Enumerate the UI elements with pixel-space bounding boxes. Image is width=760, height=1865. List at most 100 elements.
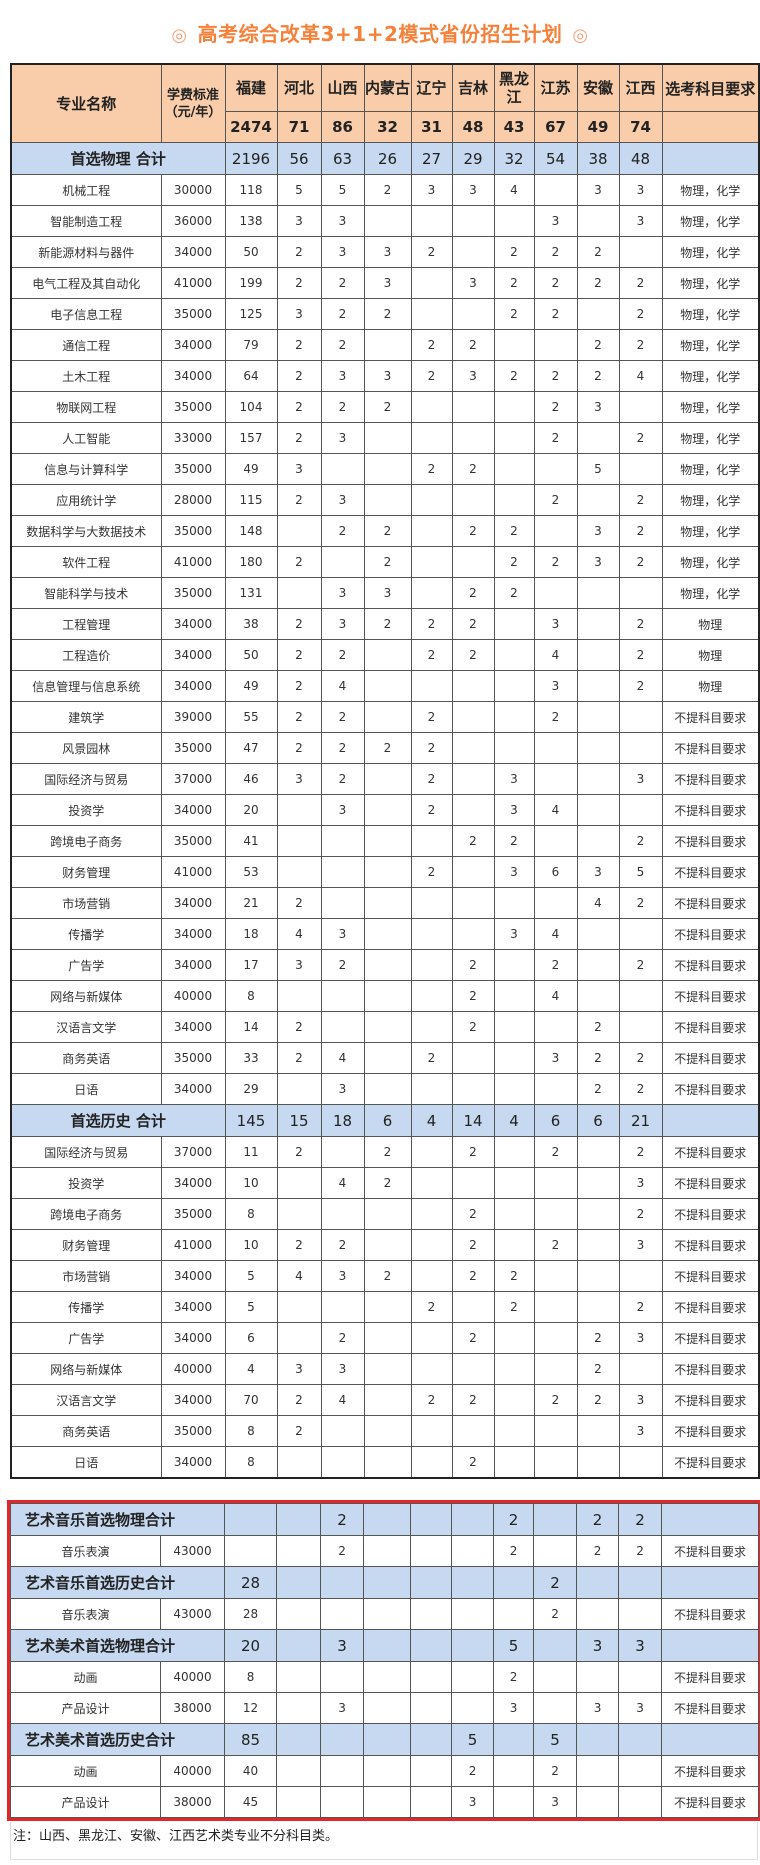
province-quota <box>493 980 535 1012</box>
table-row: 风景园林 35000 47 2 2 2 2 不提科目要求 <box>10 732 760 764</box>
section-total-value <box>320 1723 365 1756</box>
province-quota <box>493 670 535 702</box>
header-province: 黑龙江 <box>493 63 535 112</box>
province-quota <box>320 1291 365 1323</box>
province-quota <box>533 887 578 919</box>
province-quota: 3 <box>533 1042 578 1074</box>
section-total-value <box>363 1723 412 1756</box>
major-name: 网络与新媒体 <box>10 1353 162 1385</box>
province-quota: 2 <box>410 732 453 764</box>
province-quota <box>410 1198 453 1230</box>
province-quota <box>320 546 365 578</box>
province-quota <box>451 763 495 795</box>
province-quota <box>576 1661 620 1693</box>
tuition-fee: 34000 <box>160 236 226 268</box>
major-name: 通信工程 <box>10 329 162 361</box>
tuition-fee: 43000 <box>159 1598 226 1630</box>
major-name: 电气工程及其自动化 <box>10 267 162 299</box>
province-quota <box>363 918 412 950</box>
province-quota <box>451 918 495 950</box>
section-total-row: 艺术美术首选历史合计 85 5 5 <box>9 1723 760 1756</box>
subject-requirement: 不提科目要求 <box>661 1353 760 1385</box>
province-quota: 2 <box>493 577 535 609</box>
province-quota <box>618 1786 663 1818</box>
province-quota: 3 <box>618 205 663 237</box>
province-quota: 2 <box>451 515 495 547</box>
province-quota <box>493 1073 535 1105</box>
section-total-row: 艺术音乐首选历史合计 28 2 <box>9 1566 760 1599</box>
province-quota <box>533 1167 578 1199</box>
tuition-fee: 30000 <box>160 174 226 206</box>
subject-requirement: 物理，化学 <box>661 236 760 268</box>
province-quota: 3 <box>363 577 412 609</box>
province-quota: 2 <box>410 608 453 640</box>
table-row: 广告学 34000 6 2 2 2 3 不提科目要求 <box>10 1322 760 1354</box>
province-quota: 2 <box>618 1042 663 1074</box>
section-total-value <box>533 1503 578 1536</box>
section-total-value: 5 <box>533 1723 578 1756</box>
province-quota <box>451 1535 495 1567</box>
art-section-highlight: 艺术音乐首选物理合计 2 2 2 2 音乐表演 43000 2 2 2 2 不提科目要求 艺术音乐首选历… <box>7 1500 760 1821</box>
tuition-fee: 35000 <box>160 1042 226 1074</box>
province-quota <box>363 422 412 454</box>
subject-requirement: 不提科目要求 <box>661 1198 760 1230</box>
province-quota: 157 <box>224 422 278 454</box>
province-quota: 2 <box>533 1384 578 1416</box>
major-name: 跨境电子商务 <box>10 1198 162 1230</box>
province-quota: 125 <box>224 298 278 330</box>
province-quota: 2 <box>363 391 412 423</box>
province-quota: 2 <box>533 391 578 423</box>
province-quota: 118 <box>224 174 278 206</box>
section-total-value <box>363 1566 412 1599</box>
subject-requirement: 物理，化学 <box>661 360 760 392</box>
major-name: 传播学 <box>10 918 162 950</box>
province-quota <box>363 1229 412 1261</box>
subject-requirement: 不提科目要求 <box>661 887 760 919</box>
header-province: 江苏 <box>533 63 578 112</box>
subject-requirement: 不提科目要求 <box>661 1786 760 1818</box>
header-total: 86 <box>320 111 365 143</box>
province-quota <box>451 1291 495 1323</box>
section-total-value: 4 <box>410 1104 453 1137</box>
major-name: 人工智能 <box>10 422 162 454</box>
province-quota <box>451 1692 495 1724</box>
major-name: 工程管理 <box>10 608 162 640</box>
major-name: 信息管理与信息系统 <box>10 670 162 702</box>
table-row: 工程管理 34000 38 2 3 2 2 2 3 2 物理 <box>10 608 760 640</box>
province-quota: 2 <box>576 1011 620 1043</box>
province-quota: 2 <box>451 1446 495 1479</box>
subject-requirement: 不提科目要求 <box>661 1446 760 1479</box>
section-total-value <box>451 1503 495 1536</box>
province-quota: 2 <box>576 236 620 268</box>
province-quota <box>451 732 495 764</box>
table-row: 国际经济与贸易 37000 46 3 2 2 3 3 不提科目要求 <box>10 763 760 795</box>
tuition-fee: 40000 <box>160 980 226 1012</box>
major-name: 机械工程 <box>10 174 162 206</box>
province-quota: 38 <box>224 608 278 640</box>
subject-requirement: 物理，化学 <box>661 546 760 578</box>
province-quota: 2 <box>493 1291 535 1323</box>
subject-requirement: 物理，化学 <box>661 205 760 237</box>
province-quota: 2 <box>451 453 495 485</box>
tuition-fee: 34000 <box>160 639 226 671</box>
tuition-fee: 35000 <box>160 577 226 609</box>
major-name: 国际经济与贸易 <box>10 763 162 795</box>
footnote: 注：山西、黑龙江、安徽、江西艺术类专业不分科目类。 <box>10 1822 758 1860</box>
province-quota <box>618 732 663 764</box>
province-quota: 2 <box>276 546 322 578</box>
province-quota: 3 <box>533 1786 578 1818</box>
province-quota: 2 <box>320 267 365 299</box>
section-total-value: 32 <box>493 142 535 175</box>
major-name: 工程造价 <box>10 639 162 671</box>
province-quota <box>493 1415 535 1447</box>
section-total-value: 6 <box>363 1104 412 1137</box>
province-quota <box>363 701 412 733</box>
table-row: 汉语言文学 34000 70 2 4 2 2 2 2 3 不提科目要求 <box>10 1384 760 1416</box>
table-row: 土木工程 34000 64 2 3 3 2 3 2 2 2 4 物理，化学 <box>10 360 760 392</box>
province-quota: 8 <box>224 980 278 1012</box>
province-quota: 11 <box>224 1136 278 1168</box>
header-province: 安徽 <box>576 63 620 112</box>
province-quota <box>363 794 412 826</box>
province-quota <box>363 1786 412 1818</box>
province-quota: 5 <box>618 856 663 888</box>
